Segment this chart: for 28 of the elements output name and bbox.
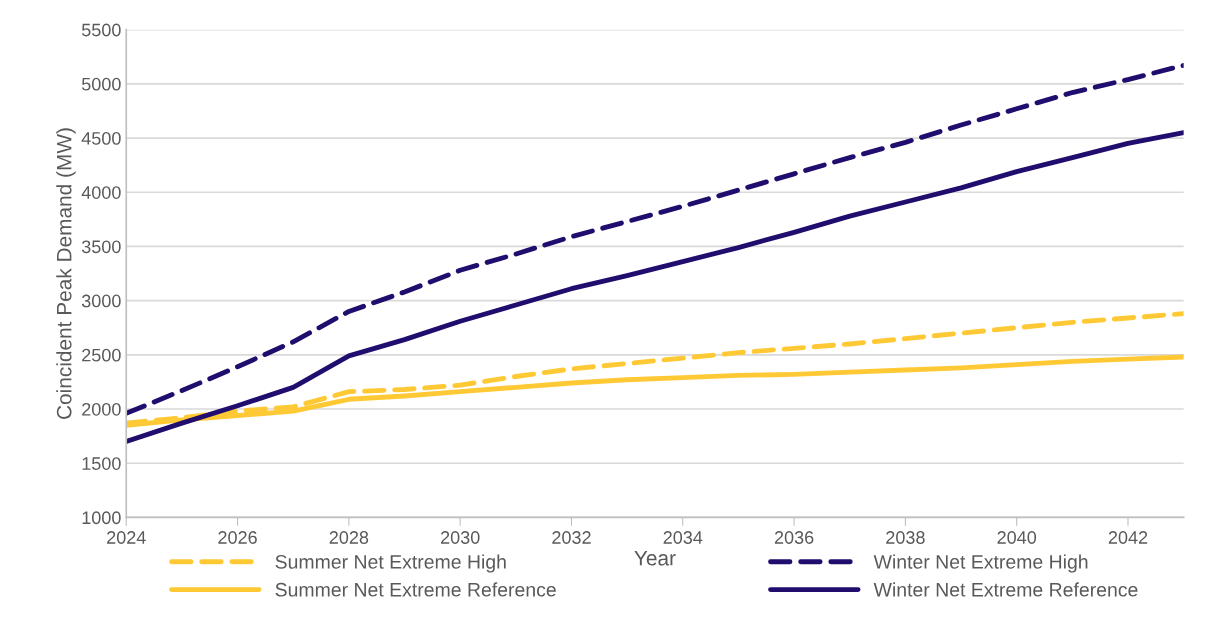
x-tick-label: 2030: [441, 531, 480, 544]
x-tick-label: 2032: [552, 531, 591, 544]
legend-label: Winter Net Extreme Reference: [873, 582, 1138, 597]
y-tick-label: 3500: [81, 240, 121, 254]
line-series: [126, 63, 1184, 416]
legend-label: Summer Net Extreme Reference: [275, 582, 556, 597]
x-tick-label: 2028: [329, 531, 369, 544]
x-axis-title: Year: [634, 550, 676, 566]
legend-label: Summer Net Extreme High: [275, 554, 506, 573]
y-tick-label: 4000: [81, 186, 121, 199]
x-tick-label: 2040: [997, 531, 1037, 544]
legend-label: Winter Net Extreme High: [873, 554, 1088, 573]
y-tick-label: 1500: [82, 457, 121, 470]
x-tick-label: 2036: [774, 531, 814, 544]
line-series: [126, 130, 1184, 444]
y-tick-label: 5000: [81, 77, 121, 91]
y-tick-label: 5500: [81, 23, 121, 37]
y-tick-label: 2500: [82, 348, 121, 362]
y-tick-label: 3000: [81, 294, 121, 308]
x-tick-label: 2026: [218, 531, 257, 544]
x-tick-label: 2038: [886, 531, 925, 544]
x-tick-label: 2042: [1108, 531, 1148, 544]
y-tick-label: 4500: [81, 131, 121, 145]
y-tick-label: 2000: [82, 402, 121, 416]
y-axis-title: Coincident Peak Demand (MW): [56, 128, 76, 419]
y-tick-label: 1000: [82, 511, 121, 525]
x-tick-label: 2034: [663, 531, 703, 544]
x-tick-label: 2024: [107, 531, 146, 544]
